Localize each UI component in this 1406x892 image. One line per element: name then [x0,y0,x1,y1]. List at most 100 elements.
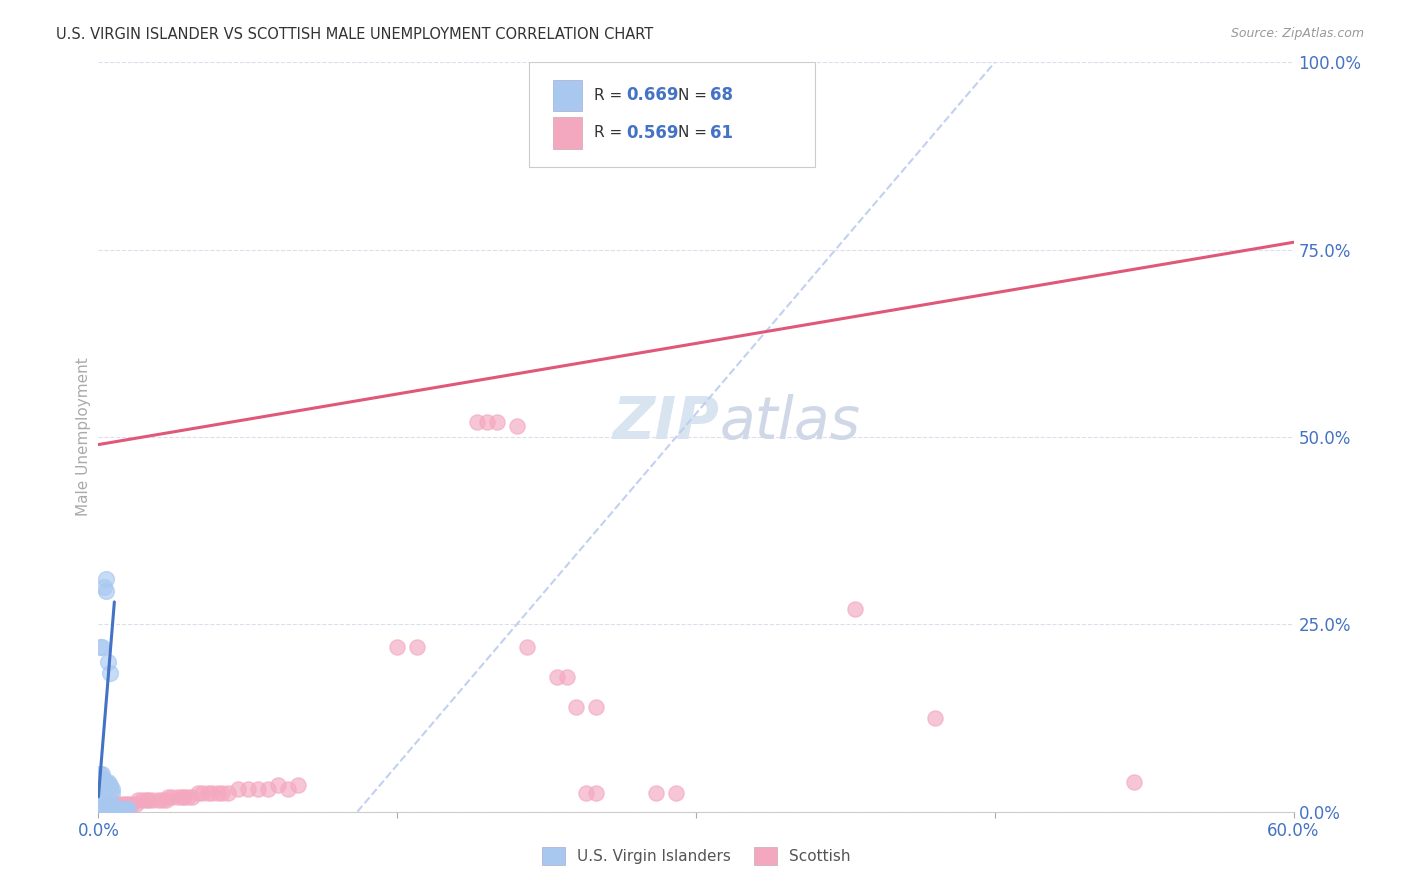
Point [98,779,122,793]
Point [89,771,111,785]
Point [103,802,125,816]
Point [256,782,278,797]
Point [98,797,122,812]
Point [89,789,111,804]
Point [287,779,309,793]
Point [516,640,538,654]
Point [665,786,688,800]
Point [1123,774,1146,789]
Point [211,786,233,800]
Point [155,793,177,807]
Text: R =: R = [595,88,627,103]
Point [226,782,249,797]
Text: 0.669: 0.669 [627,87,679,104]
Point [101,782,124,797]
Point [87,801,110,815]
Point [121,797,143,812]
Point [924,711,946,725]
Point [91,793,114,807]
Point [98,802,122,816]
Point [105,802,128,816]
Point [135,793,157,807]
Point [87,802,110,816]
Point [93,789,115,804]
Point [127,793,149,807]
Point [89,793,111,807]
Point [87,793,110,807]
Point [93,782,115,797]
Point [87,797,110,812]
Point [105,797,128,812]
Point [96,774,118,789]
Text: 68: 68 [710,87,734,104]
Point [246,782,269,797]
Point [197,786,219,800]
Y-axis label: Male Unemployment: Male Unemployment [76,358,91,516]
Point [111,797,134,812]
Point [112,802,135,816]
Point [101,797,124,812]
Point [565,699,588,714]
FancyBboxPatch shape [553,117,582,149]
Point [91,774,114,789]
Point [96,573,118,587]
Point [150,793,173,807]
Text: ZIP: ZIP [613,393,720,450]
Point [93,779,115,793]
Point [87,779,110,793]
Point [89,774,111,789]
Legend: U.S. Virgin Islanders, Scottish: U.S. Virgin Islanders, Scottish [536,840,856,871]
Point [465,415,488,429]
Point [217,786,239,800]
Text: atlas: atlas [720,393,860,450]
Point [97,802,120,816]
Point [385,640,409,654]
Point [87,789,110,804]
Point [136,793,159,807]
Point [115,797,138,812]
Text: N =: N = [678,88,711,103]
Point [115,802,138,816]
Text: R =: R = [595,126,627,140]
Point [97,797,120,812]
Point [645,786,668,800]
Point [172,789,194,804]
Point [91,789,114,804]
Point [93,801,115,815]
Point [131,793,153,807]
Text: 61: 61 [710,124,734,142]
Point [167,789,190,804]
Point [89,767,111,781]
Point [125,797,148,812]
Point [91,801,114,815]
Point [546,670,568,684]
Point [91,767,114,781]
Point [585,699,607,714]
Point [97,779,120,793]
Point [93,774,115,789]
Point [98,801,122,815]
Point [96,802,118,816]
Point [87,801,110,815]
Point [117,797,139,812]
Point [89,801,111,815]
Point [87,774,110,789]
Point [93,580,115,594]
Point [585,786,607,800]
Point [97,774,120,789]
Point [101,801,124,815]
Point [110,802,132,816]
Point [91,786,114,800]
Point [89,640,111,654]
Point [157,789,180,804]
Point [181,789,204,804]
Point [93,793,115,807]
FancyBboxPatch shape [529,62,815,168]
Point [91,771,114,785]
Point [555,670,578,684]
Point [101,802,124,816]
Point [96,793,118,807]
Point [89,797,111,812]
Text: Source: ZipAtlas.com: Source: ZipAtlas.com [1230,27,1364,40]
Point [160,789,183,804]
